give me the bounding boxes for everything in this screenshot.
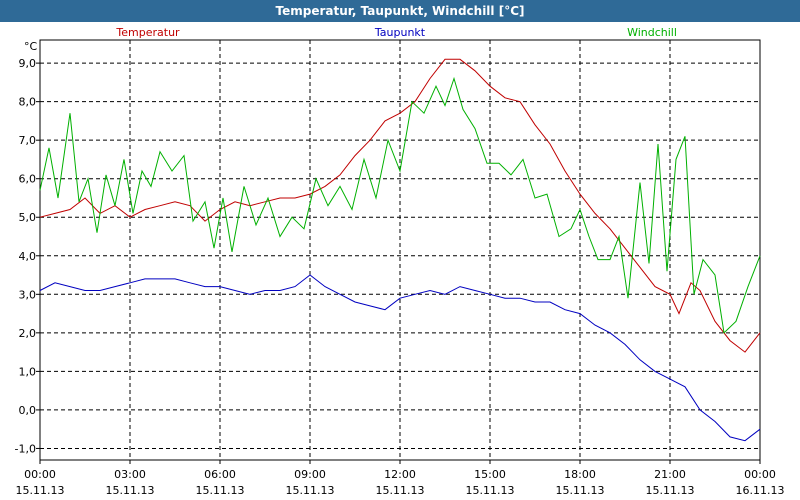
y-tick-label: 9,0	[19, 57, 37, 70]
y-tick-label: 3,0	[19, 288, 37, 301]
x-tick-time: 18:00	[564, 468, 596, 481]
y-tick-label: 2,0	[19, 327, 37, 340]
x-tick-time: 00:00	[744, 468, 776, 481]
x-tick-time: 15:00	[474, 468, 506, 481]
x-tick-date: 15.11.13	[376, 484, 425, 497]
x-tick-date: 15.11.13	[196, 484, 245, 497]
x-tick-time: 21:00	[654, 468, 686, 481]
x-tick-time: 09:00	[294, 468, 326, 481]
y-tick-label: 1,0	[19, 365, 37, 378]
grid	[40, 40, 760, 460]
legend-taupunkt: Taupunkt	[374, 26, 426, 39]
series-taupunkt-line	[39, 274, 761, 442]
x-tick-time: 12:00	[384, 468, 416, 481]
x-tick-time: 06:00	[204, 468, 236, 481]
y-axis: 9,0 8,0 7,0 6,0 5,0 4,0 3,0 2,0 1,0 0,0 -1,0	[15, 57, 40, 455]
x-tick-date: 15.11.13	[16, 484, 65, 497]
chart-title: Temperatur, Taupunkt, Windchill [°C]	[0, 0, 800, 22]
y-tick-label: 4,0	[19, 250, 37, 263]
x-tick-date: 15.11.13	[466, 484, 515, 497]
series-temperatur-line	[39, 58, 761, 353]
y-tick-label: 6,0	[19, 173, 37, 186]
y-tick-label: 8,0	[19, 96, 37, 109]
x-tick-date: 15.11.13	[556, 484, 605, 497]
x-tick-date: 16.11.13	[736, 484, 785, 497]
x-axis: 00:00 15.11.13 03:00 15.11.13 06:00 15.11.13 0…	[16, 460, 785, 497]
y-tick-label: 0,0	[19, 404, 37, 417]
x-tick-date: 15.11.13	[646, 484, 695, 497]
x-tick-date: 15.11.13	[286, 484, 335, 497]
y-axis-unit: °C	[24, 40, 38, 53]
legend-temperatur: Temperatur	[115, 26, 180, 39]
legend-windchill: Windchill	[627, 26, 677, 39]
y-tick-label: 7,0	[19, 134, 37, 147]
y-tick-label: 5,0	[19, 211, 37, 224]
y-tick-label: -1,0	[15, 442, 36, 455]
x-tick-time: 03:00	[114, 468, 146, 481]
series-windchill-line	[39, 76, 761, 334]
x-tick-time: 00:00	[24, 468, 56, 481]
chart: 9,0 8,0 7,0 6,0 5,0 4,0 3,0 2,0 1,0 0,0 -1,0 00:00…	[15, 26, 785, 497]
x-tick-date: 15.11.13	[106, 484, 155, 497]
